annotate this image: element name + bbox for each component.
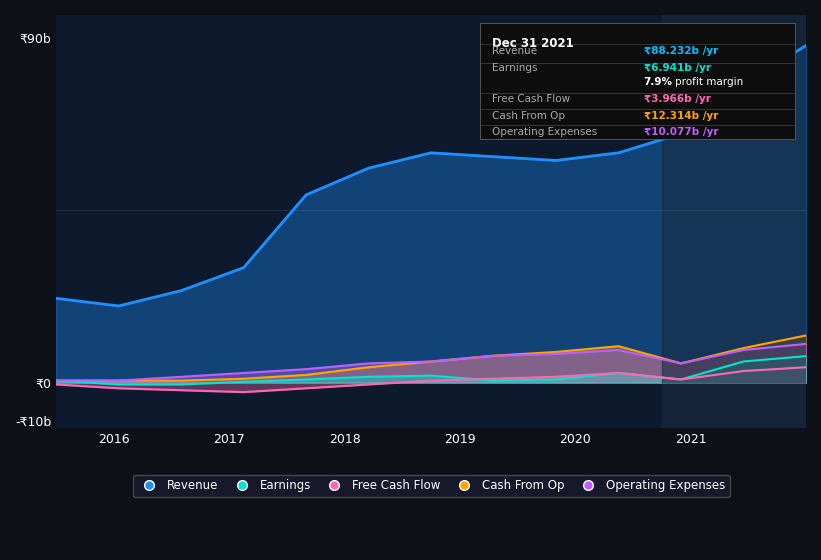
Legend: Revenue, Earnings, Free Cash Flow, Cash From Op, Operating Expenses: Revenue, Earnings, Free Cash Flow, Cash … [132, 474, 730, 497]
Bar [662, 15, 806, 428]
